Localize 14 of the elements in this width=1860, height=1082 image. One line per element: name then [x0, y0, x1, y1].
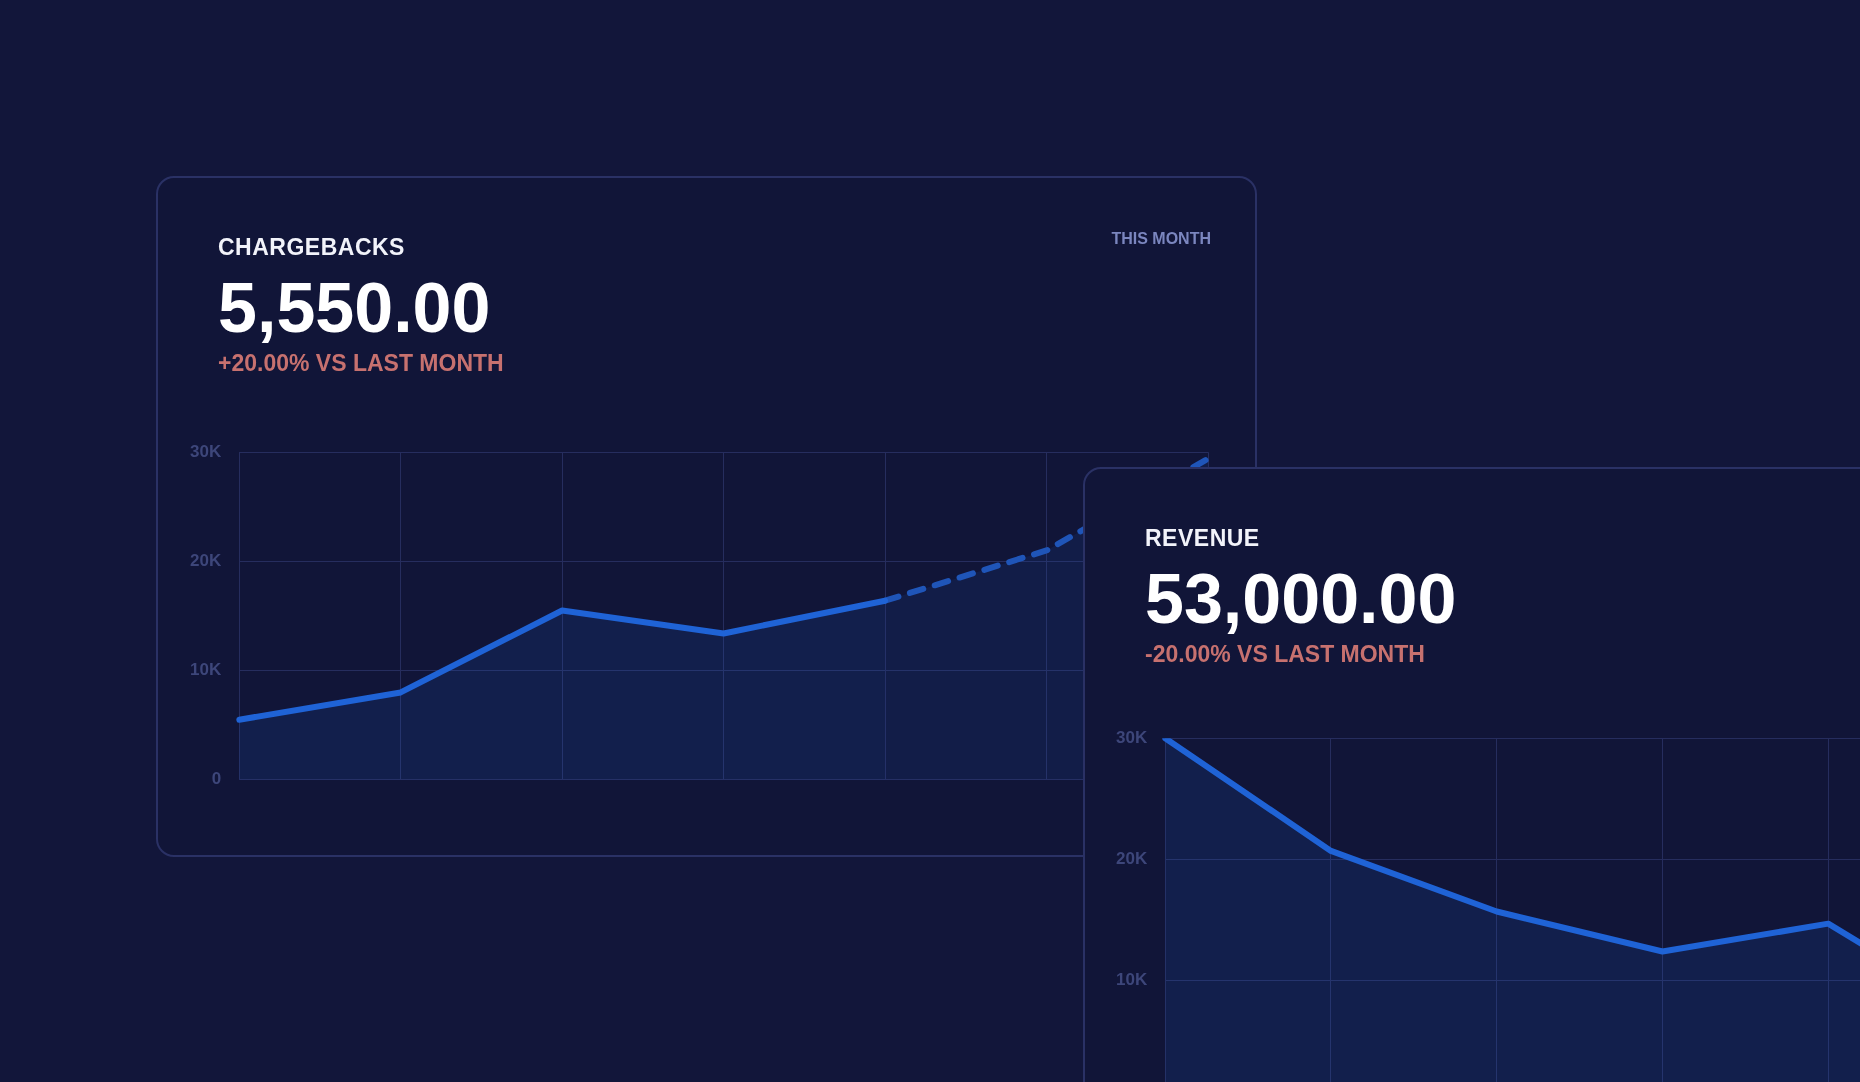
- y-tick-label: 30K: [1116, 727, 1148, 747]
- chart-title: CHARGEBACKS: [218, 234, 405, 261]
- y-tick-label: 10K: [1116, 970, 1148, 990]
- text: 5,550.00: [218, 268, 491, 348]
- text: +20.00% VS LAST MONTH: [218, 350, 504, 377]
- y-tick-label: 10K: [190, 660, 222, 680]
- chart-title: REVENUE: [1145, 525, 1260, 552]
- y-tick-label: 0: [211, 769, 222, 789]
- annotation: -20.00% VS LAST MONTH: [1145, 641, 1425, 668]
- text: THIS MONTH: [1111, 230, 1211, 248]
- y-tick-label: 30K: [190, 441, 222, 461]
- annotation: 53,000.00: [1145, 559, 1457, 639]
- y-tick-label: 20K: [190, 551, 222, 571]
- y-tick-label: 20K: [1116, 849, 1148, 869]
